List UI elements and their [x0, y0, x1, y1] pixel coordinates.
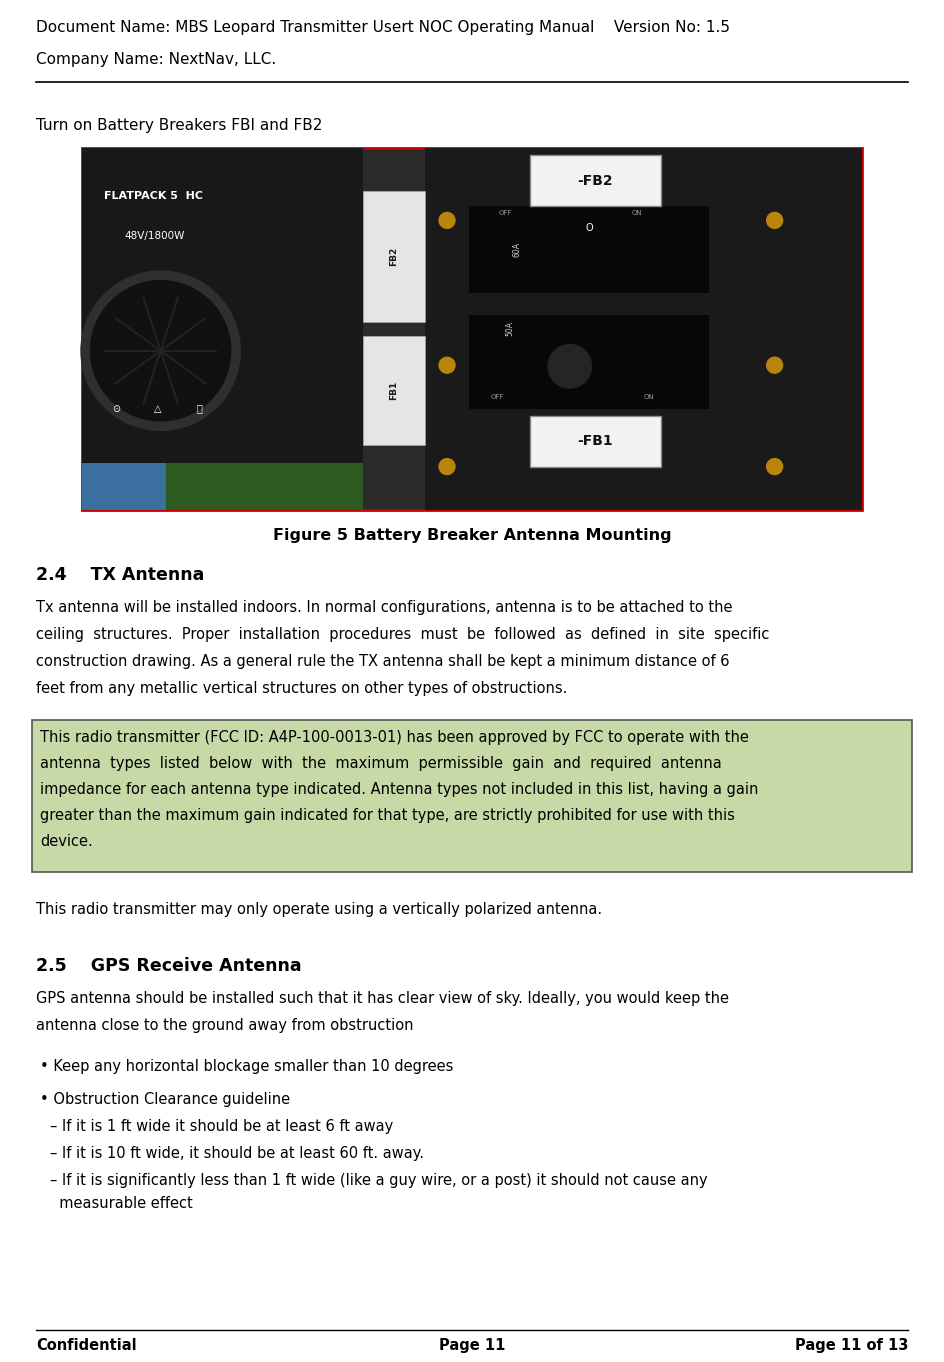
Text: This radio transmitter (FCC ID: A4P-100-0013-01) has been approved by FCC to ope: This radio transmitter (FCC ID: A4P-100-…	[40, 730, 749, 745]
Text: GPS antenna should be installed such that it has clear view of sky. Ideally, you: GPS antenna should be installed such tha…	[36, 992, 729, 1007]
Text: ⏻: ⏻	[197, 403, 203, 414]
Bar	[82, 148, 862, 509]
Bar	[32, 720, 912, 872]
Bar	[82, 148, 362, 509]
Text: 2.4    TX Antenna: 2.4 TX Antenna	[36, 567, 204, 584]
Bar	[362, 336, 425, 445]
Bar	[469, 315, 709, 409]
Bar	[530, 415, 661, 467]
Text: Tx antenna will be installed indoors. In normal configurations, antenna is to be: Tx antenna will be installed indoors. In…	[36, 601, 733, 616]
Text: FB1: FB1	[390, 381, 398, 400]
Text: Document Name: MBS Leopard Transmitter Usert NOC Operating Manual    Version No:: Document Name: MBS Leopard Transmitter U…	[36, 20, 730, 35]
Circle shape	[439, 357, 455, 373]
Text: ⊙: ⊙	[111, 403, 120, 414]
Text: ON: ON	[632, 210, 642, 215]
Text: Figure 5 Battery Breaker Antenna Mounting: Figure 5 Battery Breaker Antenna Mountin…	[273, 528, 671, 543]
Text: O: O	[585, 222, 593, 233]
Bar	[82, 463, 362, 509]
Circle shape	[548, 345, 592, 388]
Text: FLATPACK 5  HC: FLATPACK 5 HC	[105, 192, 204, 202]
Text: measurable effect: measurable effect	[50, 1196, 193, 1211]
Text: ON: ON	[644, 395, 654, 400]
Text: Confidential: Confidential	[36, 1337, 137, 1352]
Text: OFF: OFF	[498, 210, 512, 215]
Circle shape	[767, 357, 783, 373]
Text: 48V/1800W: 48V/1800W	[124, 232, 184, 241]
Circle shape	[767, 459, 783, 474]
Text: device.: device.	[40, 834, 93, 849]
Text: • Keep any horizontal blockage smaller than 10 degrees: • Keep any horizontal blockage smaller t…	[40, 1060, 453, 1075]
Text: FB2: FB2	[390, 247, 398, 266]
Circle shape	[439, 459, 455, 474]
Text: ceiling  structures.  Proper  installation  procedures  must  be  followed  as  : ceiling structures. Proper installation …	[36, 627, 769, 642]
Text: – If it is 1 ft wide it should be at least 6 ft away: – If it is 1 ft wide it should be at lea…	[50, 1120, 394, 1135]
Bar	[530, 155, 661, 206]
Text: OFF: OFF	[491, 395, 504, 400]
Circle shape	[439, 212, 455, 229]
Bar	[425, 148, 862, 509]
Circle shape	[81, 271, 241, 430]
Bar	[362, 192, 425, 321]
Text: construction drawing. As a general rule the TX antenna shall be kept a minimum d: construction drawing. As a general rule …	[36, 654, 730, 669]
Text: antenna  types  listed  below  with  the  maximum  permissible  gain  and  requi: antenna types listed below with the maxi…	[40, 756, 722, 771]
Text: Company Name: NextNav, LLC.: Company Name: NextNav, LLC.	[36, 52, 277, 67]
Text: • Obstruction Clearance guideline: • Obstruction Clearance guideline	[40, 1092, 290, 1107]
Text: 50A: 50A	[505, 321, 514, 336]
Text: -FB1: -FB1	[578, 434, 614, 448]
Circle shape	[767, 212, 783, 229]
Text: impedance for each antenna type indicated. Antenna types not included in this li: impedance for each antenna type indicate…	[40, 782, 758, 797]
Text: This radio transmitter may only operate using a vertically polarized antenna.: This radio transmitter may only operate …	[36, 902, 602, 917]
Bar	[469, 206, 709, 293]
Text: 2.5    GPS Receive Antenna: 2.5 GPS Receive Antenna	[36, 957, 302, 975]
Bar	[82, 463, 166, 509]
Text: △: △	[154, 403, 161, 414]
Text: Turn on Battery Breakers FBI and FB2: Turn on Battery Breakers FBI and FB2	[36, 118, 322, 133]
Text: feet from any metallic vertical structures on other types of obstructions.: feet from any metallic vertical structur…	[36, 681, 567, 696]
Text: antenna close to the ground away from obstruction: antenna close to the ground away from ob…	[36, 1017, 413, 1032]
Text: greater than the maximum gain indicated for that type, are strictly prohibited f: greater than the maximum gain indicated …	[40, 808, 734, 823]
Text: – If it is 10 ft wide, it should be at least 60 ft. away.: – If it is 10 ft wide, it should be at l…	[50, 1145, 424, 1160]
Text: Page 11 of 13: Page 11 of 13	[795, 1337, 908, 1352]
Text: – If it is significantly less than 1 ft wide (like a guy wire, or a post) it sho: – If it is significantly less than 1 ft …	[50, 1173, 708, 1188]
Text: 60A: 60A	[513, 242, 521, 257]
Text: Page 11: Page 11	[439, 1337, 505, 1352]
Text: -FB2: -FB2	[578, 173, 614, 188]
Circle shape	[91, 281, 230, 421]
